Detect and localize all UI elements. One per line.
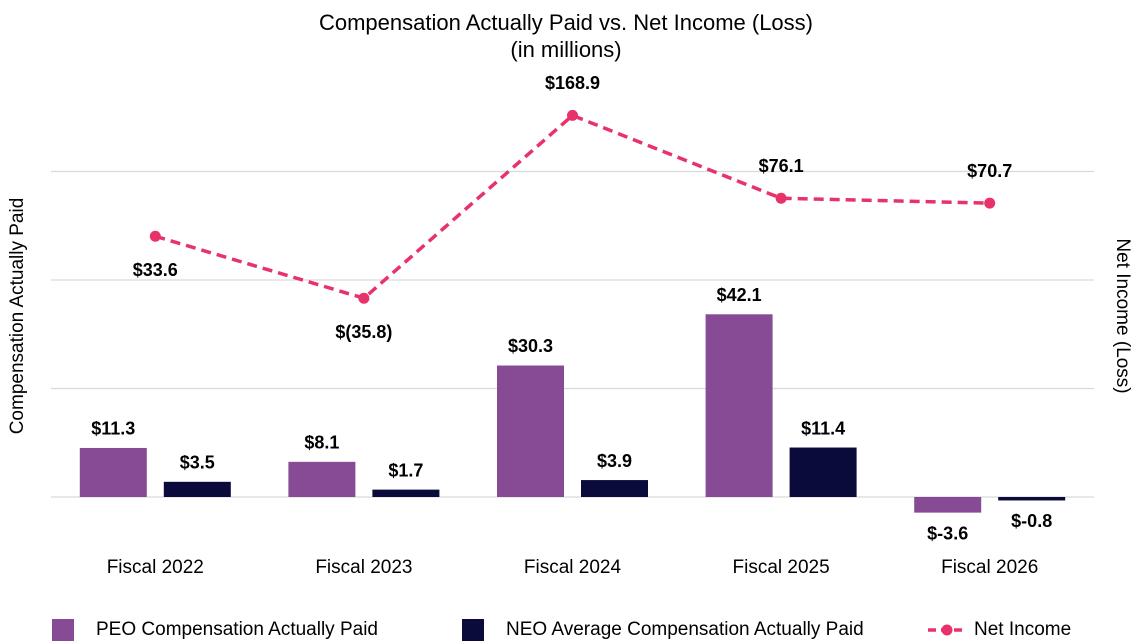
x-tick-label: Fiscal 2026: [941, 557, 1038, 578]
x-tick-label: Fiscal 2024: [524, 557, 622, 578]
y-axis-title: Compensation Actually Paid: [7, 198, 28, 435]
bar: [163, 481, 231, 497]
bar: [998, 497, 1066, 501]
legend-label: Net Income: [974, 619, 1071, 640]
bar: [914, 497, 982, 513]
bar: [288, 461, 356, 497]
bar: [372, 489, 440, 497]
legend-swatch: [462, 619, 484, 641]
bar-value-label: $3.9: [597, 451, 632, 471]
bar-value-label: $11.4: [801, 418, 845, 438]
bar: [581, 480, 648, 497]
x-tick-label: Fiscal 2025: [733, 557, 830, 578]
line-marker: [149, 230, 161, 242]
legend-label: PEO Compensation Actually Paid: [96, 619, 378, 640]
bar: [705, 314, 773, 497]
chart-subtitle: (in millions): [510, 37, 621, 62]
bar: [497, 365, 564, 497]
line-value-label: $(35.8): [335, 322, 392, 342]
bar: [789, 447, 857, 497]
bar-value-label: $-0.8: [1011, 511, 1052, 531]
bar-value-label: $30.3: [508, 336, 553, 356]
x-tick-label: Fiscal 2022: [107, 557, 204, 578]
y2-axis-title: Net Income (Loss): [1112, 238, 1133, 393]
bar-value-label: $11.3: [91, 419, 135, 439]
line-value-label: $33.6: [133, 260, 178, 280]
bar-value-label: $3.5: [180, 453, 215, 473]
line-marker: [358, 292, 370, 304]
legend-label: NEO Average Compensation Actually Paid: [506, 619, 864, 640]
bar-value-label: $-3.6: [927, 523, 968, 543]
bar-value-label: $8.1: [304, 433, 339, 453]
bar-value-label: $42.1: [717, 285, 762, 305]
line-marker: [775, 192, 787, 204]
line: [154, 113, 990, 301]
line-marker: [567, 109, 578, 121]
legend-swatch: [52, 619, 74, 641]
line-marker: [984, 197, 996, 209]
line-value-label: $76.1: [759, 156, 804, 176]
bar-value-label: $1.7: [388, 460, 423, 480]
legend-swatch: [941, 624, 953, 636]
bar: [79, 447, 147, 497]
x-tick-label: Fiscal 2023: [315, 557, 412, 578]
chart-title: Compensation Actually Paid vs. Net Incom…: [319, 10, 813, 35]
line-value-label: $168.9: [545, 73, 600, 93]
line-value-label: $70.7: [967, 161, 1012, 181]
